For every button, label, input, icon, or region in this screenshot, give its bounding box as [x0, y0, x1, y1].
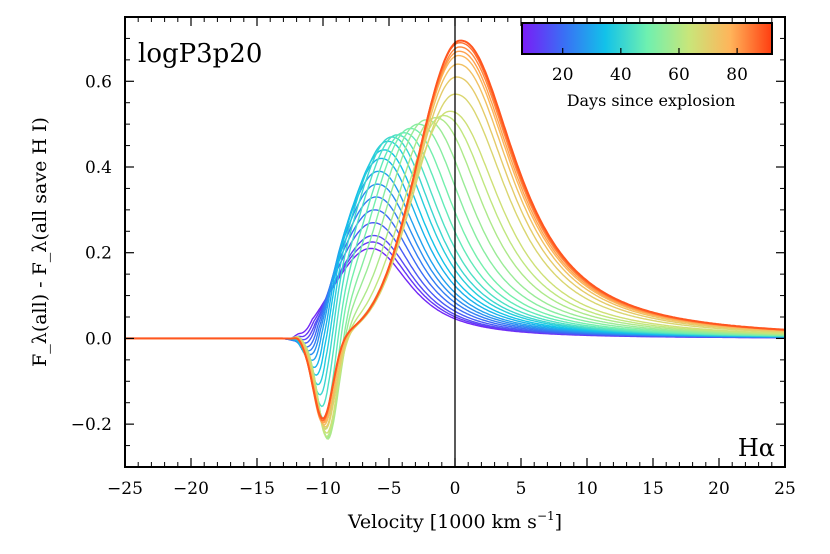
- x-tick-label: −5: [376, 479, 401, 499]
- y-tick-label: 0.0: [85, 329, 112, 349]
- colorbar-tick-label: 40: [610, 65, 632, 85]
- x-tick-label: −20: [173, 479, 209, 499]
- colorbar-label: Days since explosion: [567, 91, 736, 110]
- y-tick-label: 0.2: [85, 244, 112, 264]
- x-tick-label: −15: [239, 479, 275, 499]
- y-tick-label: 0.6: [85, 72, 112, 92]
- model-label: logP3p20: [138, 39, 262, 69]
- y-tick-label: 0.4: [85, 158, 112, 178]
- colorbar-ticks: 20 40 60 80: [552, 48, 748, 85]
- x-tick-label: 20: [708, 479, 730, 499]
- x-tick-label: 15: [642, 479, 664, 499]
- x-tick-label: 25: [774, 479, 796, 499]
- colorbar-tick-label: 60: [668, 65, 690, 85]
- y-axis: −0.2 0.0 0.2 0.4 0.6: [71, 37, 785, 468]
- x-tick-label: 10: [576, 479, 598, 499]
- colorbar: 20 40 60 80 Days since explosion: [521, 22, 773, 110]
- y-tick-label: −0.2: [71, 415, 112, 435]
- y-axis-label: F_λ(all) - F_λ(all save H I): [29, 117, 51, 367]
- x-axis: −25 −20 −15 −10 −5 0 5 10 15 20 25: [107, 17, 796, 499]
- colorbar-gradient: [521, 22, 773, 55]
- x-tick-label: 0: [450, 479, 461, 499]
- x-axis-label: Velocity [1000 km s−1]: [347, 509, 562, 533]
- colorbar-tick-label: 20: [552, 65, 574, 85]
- x-tick-label: −25: [107, 479, 143, 499]
- line-label: Hα: [738, 434, 775, 462]
- x-tick-label: 5: [516, 479, 527, 499]
- colorbar-tick-label: 80: [726, 65, 748, 85]
- x-tick-label: −10: [305, 479, 341, 499]
